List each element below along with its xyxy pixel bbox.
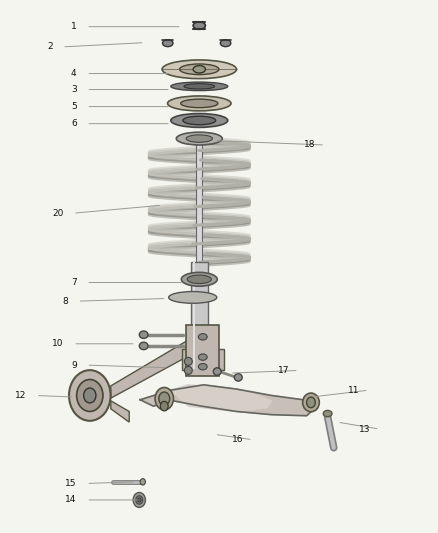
Ellipse shape [181,272,217,286]
Ellipse shape [176,132,223,145]
Bar [187,325,219,376]
Ellipse shape [133,492,145,507]
Ellipse shape [198,354,207,360]
Ellipse shape [198,364,207,370]
Ellipse shape [193,66,205,73]
Ellipse shape [159,392,170,405]
Ellipse shape [198,334,207,340]
Text: 3: 3 [71,85,77,94]
Text: 16: 16 [232,435,243,444]
Ellipse shape [213,368,221,375]
Ellipse shape [184,84,215,89]
Ellipse shape [139,331,148,338]
Bar [217,349,224,370]
Text: 18: 18 [304,141,315,149]
Ellipse shape [307,397,315,408]
Ellipse shape [171,114,228,127]
Ellipse shape [303,393,319,411]
Ellipse shape [184,357,192,366]
Text: 11: 11 [348,386,359,394]
Text: 6: 6 [71,119,77,128]
Ellipse shape [162,40,173,47]
Ellipse shape [180,64,219,75]
Ellipse shape [140,479,145,485]
Text: 4: 4 [71,69,77,78]
Polygon shape [171,385,272,411]
Text: 9: 9 [71,361,77,369]
Ellipse shape [160,401,168,411]
Ellipse shape [220,40,231,47]
Ellipse shape [171,82,228,91]
Text: 2: 2 [47,43,53,51]
Text: 20: 20 [52,209,64,217]
Ellipse shape [184,367,192,374]
Ellipse shape [69,370,110,421]
Polygon shape [140,385,315,416]
Ellipse shape [155,387,173,410]
Text: 5: 5 [71,102,77,111]
Ellipse shape [169,292,217,303]
Text: 1: 1 [71,22,77,31]
Bar [191,262,208,369]
Text: 17: 17 [278,366,289,375]
Bar [193,262,195,369]
Ellipse shape [193,22,205,29]
Bar [196,139,202,272]
Text: 14: 14 [65,496,77,504]
Ellipse shape [162,60,237,79]
Text: 15: 15 [65,479,77,488]
Bar [182,349,188,370]
Ellipse shape [191,366,208,372]
Ellipse shape [139,342,148,350]
Text: 12: 12 [15,391,26,400]
Ellipse shape [187,275,211,284]
Ellipse shape [168,96,231,111]
Ellipse shape [138,498,141,502]
Text: 7: 7 [71,278,77,287]
Ellipse shape [234,374,242,381]
Ellipse shape [136,496,143,504]
Text: 10: 10 [52,340,64,348]
Ellipse shape [186,135,212,142]
Ellipse shape [183,116,216,125]
Text: 13: 13 [359,425,370,433]
Ellipse shape [323,410,332,417]
Ellipse shape [84,388,96,403]
Ellipse shape [77,379,103,411]
Text: 8: 8 [62,297,68,305]
Polygon shape [111,401,129,422]
Polygon shape [111,341,187,398]
Ellipse shape [180,99,218,108]
